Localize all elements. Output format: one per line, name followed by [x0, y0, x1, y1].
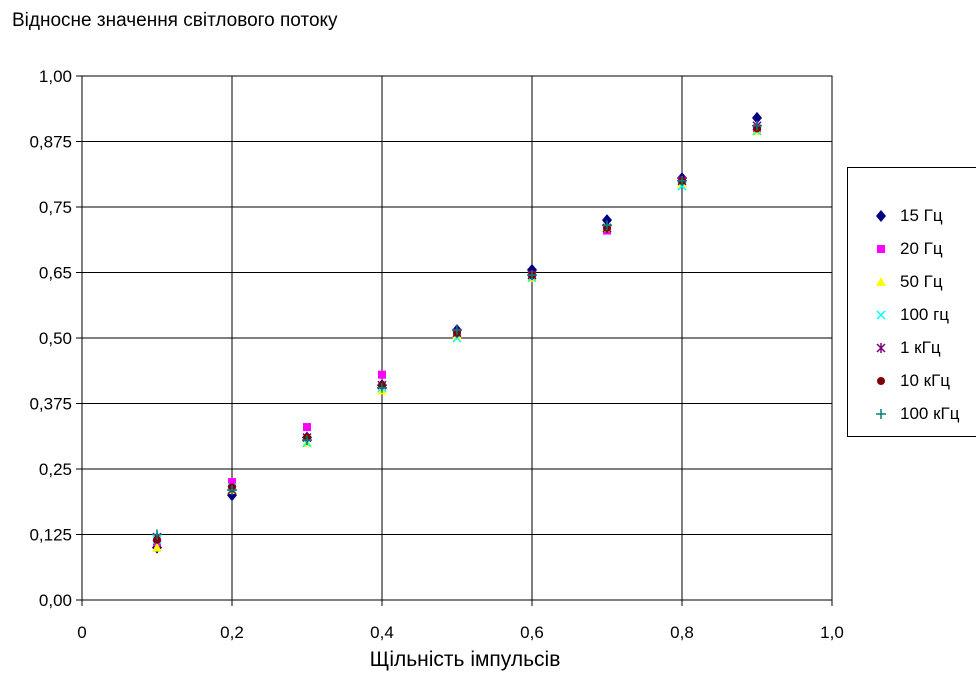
y-axis-label: Відносне значення світлового потоку: [12, 10, 338, 31]
y-tick-label: 0,25: [39, 460, 72, 479]
grid-lines: [82, 76, 832, 600]
data-point: [152, 542, 162, 552]
data-point: [227, 484, 237, 495]
x-tick-label: 0,6: [520, 623, 544, 642]
data-points: [152, 111, 762, 554]
legend-marker: [876, 210, 886, 222]
axes: [76, 75, 833, 606]
data-point: [302, 435, 312, 446]
data-point: [527, 270, 537, 281]
y-tick-label: 0,125: [29, 526, 72, 545]
x-tick-label: 0,2: [220, 623, 244, 642]
legend-marker: [876, 409, 886, 419]
legend-label: 100 гц: [900, 305, 950, 324]
legend-label: 1 кГц: [900, 338, 941, 357]
data-point: [752, 120, 762, 131]
y-tick-label: 0,875: [29, 133, 72, 152]
data-point: [228, 478, 236, 487]
x-tick-label: 0,8: [670, 623, 694, 642]
legend-entry: 100 кГц: [848, 399, 959, 429]
legend-marker: [876, 277, 886, 286]
x-tick-label: 0,4: [370, 623, 394, 642]
x-axis-label: Щільність імпульсів: [369, 648, 561, 671]
x-tick-label: 1,0: [820, 623, 844, 642]
legend-marker: [876, 343, 886, 353]
legend-entry: 20 Гц: [848, 234, 943, 264]
legend-label: 10 кГц: [900, 371, 951, 390]
data-point: [752, 111, 762, 124]
legend-marker-icon: [876, 277, 886, 286]
legend-entry: 100 гц: [848, 300, 949, 330]
legend-entry: 10 кГц: [848, 366, 950, 396]
legend-label: 20 Гц: [900, 239, 943, 258]
y-tick-label: 0,65: [39, 264, 72, 283]
legend-marker: [877, 245, 885, 253]
y-tick-label: 0,00: [39, 591, 72, 610]
data-point: [303, 423, 311, 432]
legend-marker-icon: [876, 343, 886, 353]
data-point: [153, 535, 161, 544]
data-point: [452, 325, 462, 336]
legend-marker-icon: [876, 310, 886, 320]
data-point: [378, 370, 386, 379]
legend-label: 100 кГц: [900, 404, 960, 423]
legend-marker-icon: [876, 210, 886, 222]
y-tick-label: 0,75: [39, 198, 72, 217]
legend-entry: 1 кГц: [848, 333, 941, 363]
legend-marker: [877, 377, 885, 385]
data-point: [377, 382, 387, 393]
data-point: [152, 529, 162, 540]
legend-label: 15 Гц: [900, 206, 943, 225]
y-tick-label: 0,50: [39, 329, 72, 348]
data-point: [602, 214, 612, 227]
tick-labels: 0 0,2 0,4 0,6 0,8 1,0 0,00 0,125 0,25 0,375 0,50 0,…: [29, 67, 843, 642]
legend-entry: 50 Гц: [848, 267, 943, 297]
x-tick-label: 0: [77, 623, 86, 642]
legend-marker-icon: [877, 245, 885, 253]
legend-marker-icon: [876, 409, 886, 419]
legend-marker-icon: [877, 377, 885, 385]
legend-entry: 15 Гц: [848, 201, 943, 231]
legend: 15 Гц 20 Гц 50 Гц 100 гц 1 кГц 10 кГц 100 кГц: [847, 167, 976, 437]
legend-label: 50 Гц: [900, 272, 943, 291]
data-point: [677, 175, 687, 186]
y-tick-label: 0,375: [29, 395, 72, 414]
legend-marker: [876, 310, 886, 320]
y-tick-label: 1,00: [39, 67, 72, 86]
data-point: [602, 220, 612, 231]
